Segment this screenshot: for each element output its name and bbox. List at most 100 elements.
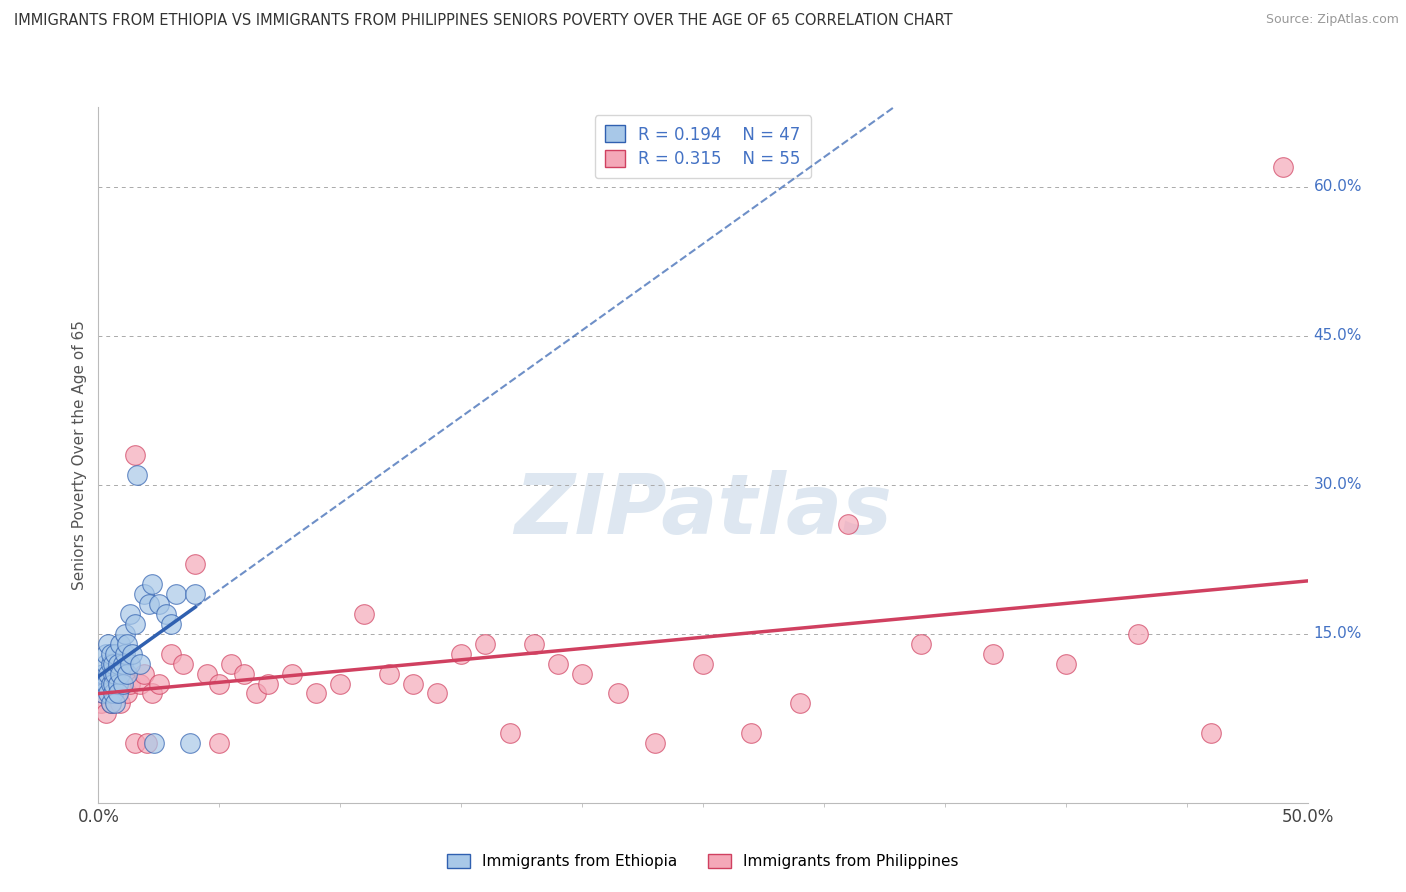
Text: IMMIGRANTS FROM ETHIOPIA VS IMMIGRANTS FROM PHILIPPINES SENIORS POVERTY OVER THE: IMMIGRANTS FROM ETHIOPIA VS IMMIGRANTS F… [14, 13, 953, 29]
Point [94, 657, 117, 671]
Text: 60.0%: 60.0% [1313, 179, 1362, 194]
Text: 15.0%: 15.0% [1313, 626, 1362, 641]
Point [172, 657, 194, 671]
Point [118, 657, 141, 671]
Point [1199, 726, 1222, 740]
Point [353, 607, 375, 621]
Point [155, 607, 177, 621]
Point [107, 686, 129, 700]
Point [179, 736, 201, 750]
Point [498, 726, 520, 740]
Point [107, 657, 129, 671]
Point [426, 686, 449, 700]
Point [138, 597, 160, 611]
Point [104, 697, 127, 711]
Point [100, 647, 122, 661]
Legend: Immigrants from Ethiopia, Immigrants from Philippines: Immigrants from Ethiopia, Immigrants fro… [441, 847, 965, 875]
Point [837, 517, 859, 532]
Point [124, 616, 146, 631]
Point [100, 697, 122, 711]
Point [208, 676, 231, 690]
Point [143, 736, 166, 750]
Point [108, 666, 131, 681]
Point [101, 676, 124, 690]
Point [221, 657, 243, 671]
Point [981, 647, 1004, 661]
Point [97, 637, 120, 651]
Point [108, 637, 131, 651]
Point [121, 647, 143, 661]
Point [377, 666, 399, 681]
Point [108, 697, 131, 711]
Point [107, 686, 129, 700]
Point [134, 666, 156, 681]
Point [91, 686, 114, 700]
Point [101, 686, 124, 700]
Text: ZIPatlas: ZIPatlas [515, 470, 891, 551]
Point [124, 736, 146, 750]
Point [160, 647, 183, 661]
Point [94, 676, 117, 690]
Point [208, 736, 231, 750]
Point [114, 647, 136, 661]
Point [101, 666, 124, 681]
Point [111, 657, 134, 671]
Point [91, 686, 114, 700]
Point [607, 686, 630, 700]
Point [329, 676, 352, 690]
Point [184, 587, 207, 601]
Point [100, 697, 122, 711]
Text: 30.0%: 30.0% [1313, 477, 1362, 492]
Point [90, 697, 112, 711]
Point [117, 686, 139, 700]
Point [101, 657, 124, 671]
Point [101, 686, 124, 700]
Point [305, 686, 328, 700]
Point [141, 686, 163, 700]
Point [127, 467, 149, 482]
Point [402, 676, 425, 690]
Point [281, 666, 304, 681]
Point [111, 676, 134, 690]
Point [256, 676, 278, 690]
Point [184, 558, 207, 572]
Point [94, 647, 117, 661]
Point [450, 647, 472, 661]
Point [118, 676, 141, 690]
Point [148, 676, 170, 690]
Point [1128, 627, 1150, 641]
Point [232, 666, 254, 681]
Point [97, 676, 120, 690]
Text: 45.0%: 45.0% [1313, 328, 1362, 343]
Text: Source: ZipAtlas.com: Source: ZipAtlas.com [1265, 13, 1399, 27]
Point [740, 726, 762, 740]
Point [117, 666, 139, 681]
Point [118, 607, 141, 621]
Point [94, 706, 117, 721]
Point [523, 637, 546, 651]
Point [100, 657, 122, 671]
Point [910, 637, 932, 651]
Point [104, 647, 127, 661]
Point [104, 666, 127, 681]
Point [160, 616, 183, 631]
Point [90, 676, 112, 690]
Point [124, 448, 146, 462]
Point [91, 666, 114, 681]
Point [117, 637, 139, 651]
Point [97, 666, 120, 681]
Point [114, 666, 136, 681]
Point [134, 587, 156, 601]
Point [104, 676, 127, 690]
Point [547, 657, 569, 671]
Point [111, 676, 134, 690]
Point [128, 676, 150, 690]
Point [128, 657, 150, 671]
Point [100, 676, 122, 690]
Point [474, 637, 496, 651]
Point [141, 577, 163, 591]
Y-axis label: Seniors Poverty Over the Age of 65: Seniors Poverty Over the Age of 65 [72, 320, 87, 590]
Point [148, 597, 170, 611]
Point [245, 686, 267, 700]
Point [114, 627, 136, 641]
